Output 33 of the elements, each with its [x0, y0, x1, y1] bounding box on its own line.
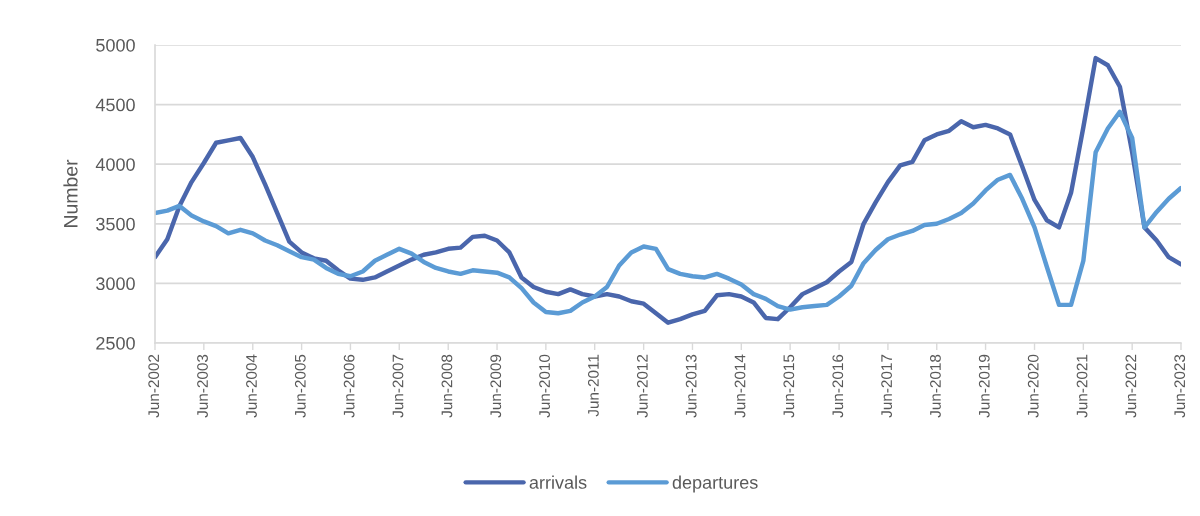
x-tick-label: Jun-2012 [636, 354, 648, 418]
y-tick-label: 4500 [95, 98, 135, 112]
x-tick-label: Jun-2019 [978, 354, 990, 418]
x-tick-label: Jun-2004 [246, 354, 257, 418]
x-tick-label: Jun-2015 [783, 354, 795, 418]
x-tick-label: Jun-2008 [441, 354, 453, 418]
y-axis-title: Number [63, 159, 78, 227]
x-tick-label: Jun-2007 [392, 354, 404, 418]
legend-label: departures [672, 475, 758, 493]
x-tick-label: Jun-2018 [930, 354, 941, 418]
x-tick-label: Jun-2022 [1125, 354, 1137, 418]
x-tick-label: Jun-2011 [587, 354, 599, 417]
y-tick-label: 3500 [96, 217, 135, 231]
line-series [155, 109, 1181, 316]
x-tick-label: Jun-2016 [832, 354, 844, 418]
x-tick-label: Jun-2023 [1174, 354, 1186, 418]
x-tick-label: Jun-2005 [294, 354, 306, 418]
x-tick-label: Jun-2014 [734, 354, 746, 418]
x-tick-label: Jun-2006 [343, 354, 355, 418]
x-tick-label: Jun-2002 [148, 354, 160, 418]
legend-label: arrivals [529, 475, 587, 489]
x-tick-label: Jun-2009 [490, 354, 502, 418]
x-tick-label: Jun-2021 [1076, 354, 1088, 418]
x-tick-label: Jun-2013 [685, 354, 697, 418]
x-tick-label: Jun-2003 [197, 354, 208, 418]
line-series [155, 55, 1181, 325]
y-tick-label: 3000 [96, 277, 135, 291]
y-tick-label: 5000 [96, 38, 135, 52]
x-tick-label: Jun-2017 [881, 354, 893, 418]
x-tick-label: Jun-2020 [1027, 354, 1039, 418]
x-tick-label: Jun-2010 [539, 354, 550, 418]
y-tick-label: 4000 [95, 158, 135, 171]
y-tick-label: 2500 [96, 336, 135, 350]
